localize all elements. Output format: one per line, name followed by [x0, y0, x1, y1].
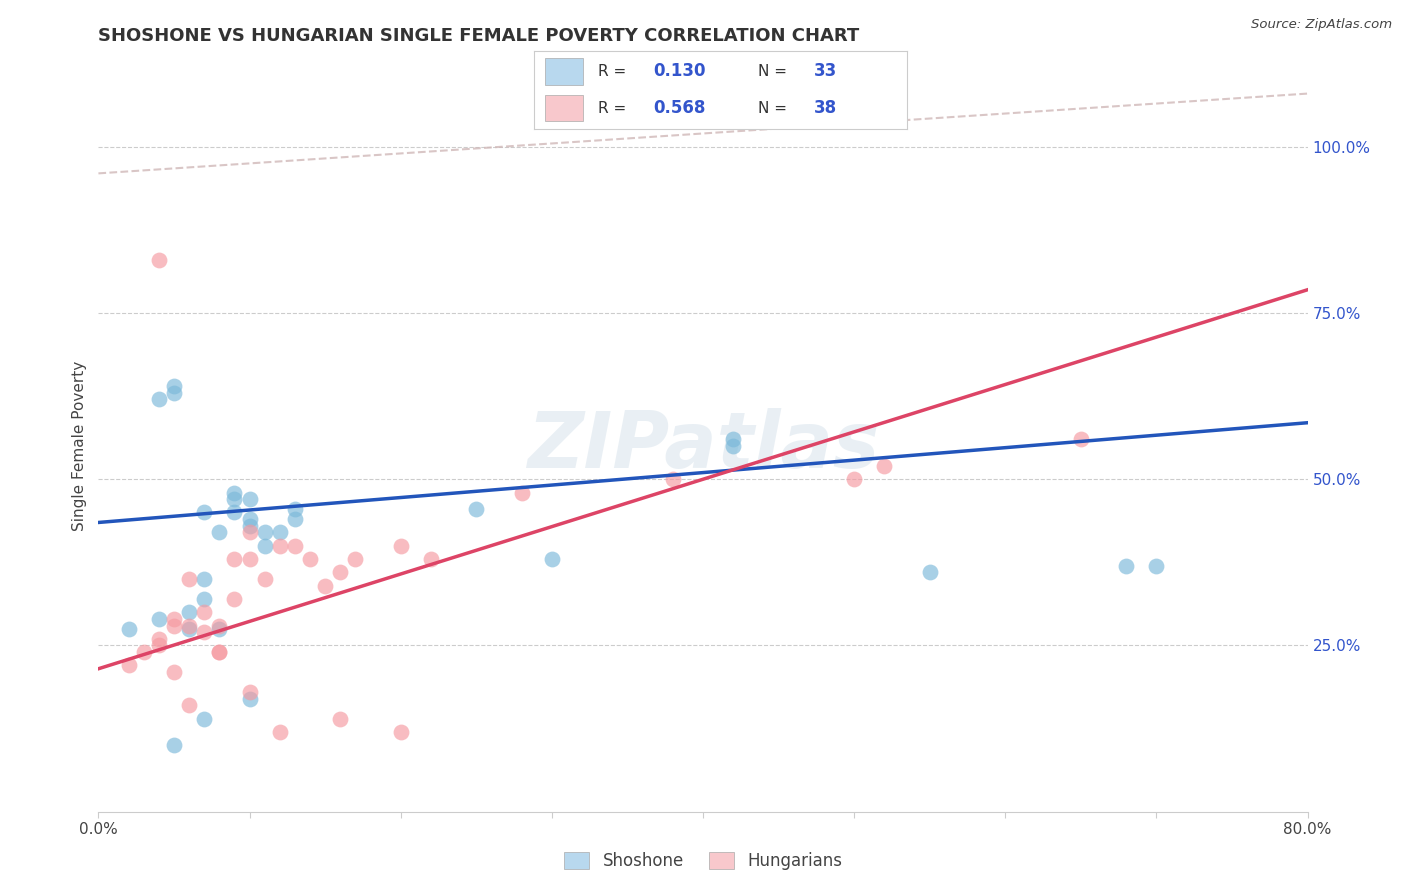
Point: [132, 645, 155, 659]
Point: [239, 518, 262, 533]
Point: [163, 618, 186, 632]
Point: [1070, 433, 1092, 447]
Point: [465, 502, 488, 516]
Point: [179, 618, 201, 632]
Point: [344, 552, 367, 566]
Point: [224, 492, 246, 507]
Point: [224, 591, 246, 606]
Point: [239, 685, 262, 699]
Point: [723, 439, 745, 453]
Point: [239, 525, 262, 540]
Point: [844, 472, 866, 486]
FancyBboxPatch shape: [546, 58, 582, 85]
Point: [148, 612, 170, 626]
Point: [389, 539, 412, 553]
Text: 0.568: 0.568: [654, 99, 706, 117]
Text: 38: 38: [814, 99, 837, 117]
Point: [662, 472, 685, 486]
Point: [420, 552, 443, 566]
Point: [239, 552, 262, 566]
Point: [193, 572, 215, 586]
Point: [284, 512, 307, 526]
Point: [179, 572, 201, 586]
Point: [148, 252, 170, 267]
Point: [179, 605, 201, 619]
Point: [179, 698, 201, 713]
Point: [148, 392, 170, 407]
Point: [118, 622, 141, 636]
Point: [118, 658, 141, 673]
Point: [193, 506, 215, 520]
Text: 33: 33: [814, 62, 837, 80]
Text: N =: N =: [758, 63, 792, 78]
Point: [208, 525, 231, 540]
Point: [239, 492, 262, 507]
Point: [540, 552, 562, 566]
Point: [208, 645, 231, 659]
Point: [329, 712, 352, 726]
Point: [163, 385, 186, 400]
Point: [224, 506, 246, 520]
Point: [299, 552, 322, 566]
Point: [193, 625, 215, 640]
Text: R =: R =: [598, 101, 631, 116]
Point: [179, 622, 201, 636]
Point: [239, 512, 262, 526]
Point: [163, 612, 186, 626]
Point: [239, 691, 262, 706]
Point: [208, 645, 231, 659]
Text: 0.130: 0.130: [654, 62, 706, 80]
Y-axis label: Single Female Poverty: Single Female Poverty: [72, 361, 87, 531]
Point: [163, 379, 186, 393]
Text: SHOSHONE VS HUNGARIAN SINGLE FEMALE POVERTY CORRELATION CHART: SHOSHONE VS HUNGARIAN SINGLE FEMALE POVE…: [98, 27, 859, 45]
Text: N =: N =: [758, 101, 792, 116]
Point: [253, 572, 276, 586]
Point: [193, 605, 215, 619]
Legend: Shoshone, Hungarians: Shoshone, Hungarians: [557, 845, 849, 877]
Point: [1144, 558, 1167, 573]
Point: [163, 665, 186, 679]
Point: [918, 566, 941, 580]
Point: [253, 525, 276, 540]
Point: [873, 458, 896, 473]
Text: Source: ZipAtlas.com: Source: ZipAtlas.com: [1251, 18, 1392, 31]
Point: [389, 725, 412, 739]
FancyBboxPatch shape: [546, 95, 582, 121]
Point: [253, 539, 276, 553]
Point: [208, 622, 231, 636]
Point: [723, 433, 745, 447]
Point: [329, 566, 352, 580]
Point: [163, 738, 186, 752]
Point: [284, 539, 307, 553]
Point: [224, 485, 246, 500]
Point: [148, 639, 170, 653]
Point: [224, 552, 246, 566]
Text: R =: R =: [598, 63, 631, 78]
Point: [269, 725, 291, 739]
Point: [148, 632, 170, 646]
Point: [284, 502, 307, 516]
Point: [193, 712, 215, 726]
Point: [314, 579, 336, 593]
Point: [1115, 558, 1137, 573]
Point: [269, 539, 291, 553]
Text: ZIPatlas: ZIPatlas: [527, 408, 879, 484]
Point: [269, 525, 291, 540]
Point: [208, 618, 231, 632]
Point: [193, 591, 215, 606]
Point: [510, 485, 533, 500]
